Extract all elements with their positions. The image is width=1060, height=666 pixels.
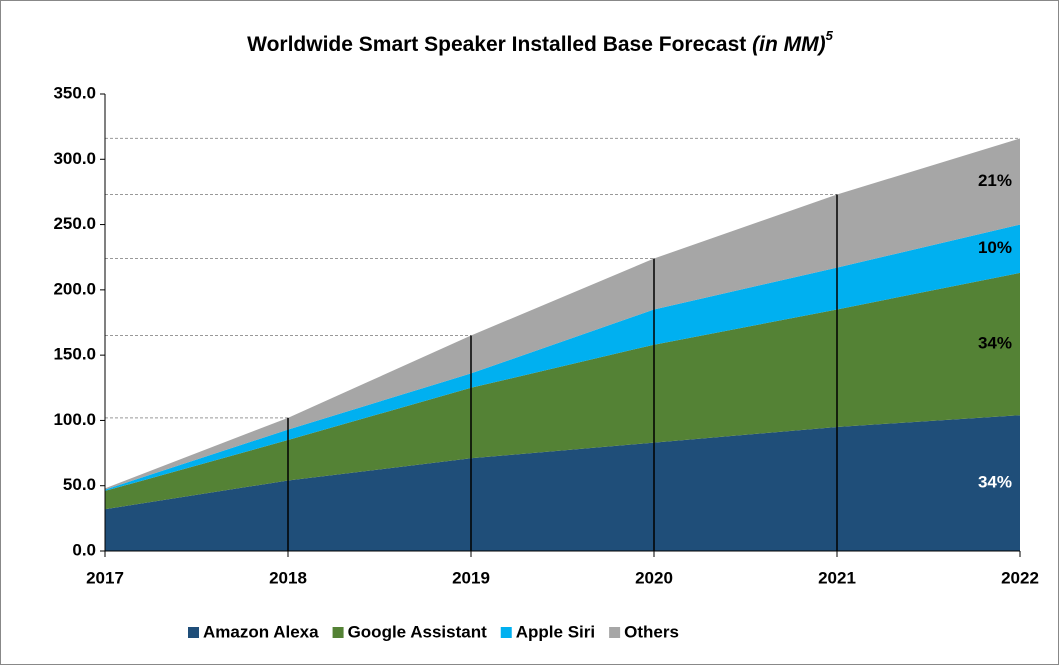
- y-tick-label: 350.0: [53, 83, 96, 102]
- y-tick-label: 100.0: [53, 410, 96, 429]
- chart-title: Worldwide Smart Speaker Installed Base F…: [247, 28, 833, 55]
- title-main: Worldwide Smart Speaker Installed Base F…: [247, 33, 752, 56]
- y-tick-label: 50.0: [63, 475, 96, 494]
- share-label: 21%: [978, 171, 1012, 190]
- x-tick-label: 2019: [452, 568, 490, 587]
- legend-label: Others: [624, 622, 679, 641]
- title-note: 5: [826, 28, 834, 43]
- y-tick-label: 250.0: [53, 214, 96, 233]
- x-tick-label: 2020: [635, 568, 673, 587]
- area: [105, 138, 1020, 490]
- legend-label: Amazon Alexa: [203, 622, 319, 641]
- legend-swatch: [500, 627, 512, 638]
- title-unit: (in MM): [752, 33, 825, 56]
- legend-label: Google Assistant: [348, 622, 488, 641]
- legend-swatch: [188, 627, 199, 638]
- y-tick-label: 300.0: [53, 149, 96, 168]
- area: [105, 272, 1020, 510]
- share-label: 34%: [978, 334, 1012, 353]
- legend-label: Apple Siri: [516, 622, 595, 641]
- share-label: 10%: [978, 238, 1012, 257]
- x-tick-label: 2021: [818, 568, 856, 587]
- share-label: 34%: [978, 473, 1012, 492]
- legend-swatch: [609, 627, 621, 638]
- x-tick-label: 2018: [269, 568, 307, 587]
- x-tick-label: 2022: [1001, 568, 1039, 587]
- area: [105, 224, 1020, 491]
- y-tick-label: 200.0: [53, 279, 96, 298]
- area: [105, 415, 1020, 551]
- legend-swatch: [332, 627, 344, 638]
- y-tick-label: 0.0: [72, 540, 96, 559]
- x-tick-label: 2017: [86, 568, 124, 587]
- y-tick-label: 150.0: [53, 345, 96, 364]
